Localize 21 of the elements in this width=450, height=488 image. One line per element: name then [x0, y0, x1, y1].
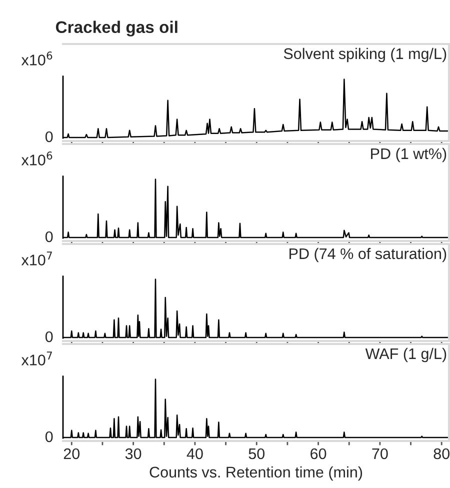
text: x10$^{6}$	[21, 52, 52, 66]
x-tick-label: 30	[125, 448, 142, 460]
x-tick-label: 20	[64, 448, 80, 460]
text: 0	[45, 431, 53, 442]
x-tick-label: 80	[434, 448, 450, 460]
text: x10$^{6}$	[21, 152, 52, 166]
x-tick-label: 50	[248, 448, 265, 460]
x-tick-label: 40	[186, 448, 203, 460]
text: PD (74 % of saturation)	[290, 248, 446, 262]
x-tick-label: 60	[310, 448, 326, 460]
text: x10$^{7}$	[21, 352, 52, 366]
x-axis-title: Counts vs. Retention time (min)	[150, 466, 362, 481]
text: 0	[45, 231, 53, 242]
text: Solvent spiking (1 mg/L)	[284, 48, 446, 62]
text: 0	[45, 331, 53, 342]
text: PD (1 wt%)	[371, 148, 446, 162]
x-tick-label: 70	[372, 448, 388, 460]
text: 0	[45, 131, 53, 142]
chart-title: Cracked gas oil	[56, 20, 178, 36]
text: WAF (1 g/L)	[365, 348, 446, 362]
text: x10$^{7}$	[21, 252, 52, 266]
